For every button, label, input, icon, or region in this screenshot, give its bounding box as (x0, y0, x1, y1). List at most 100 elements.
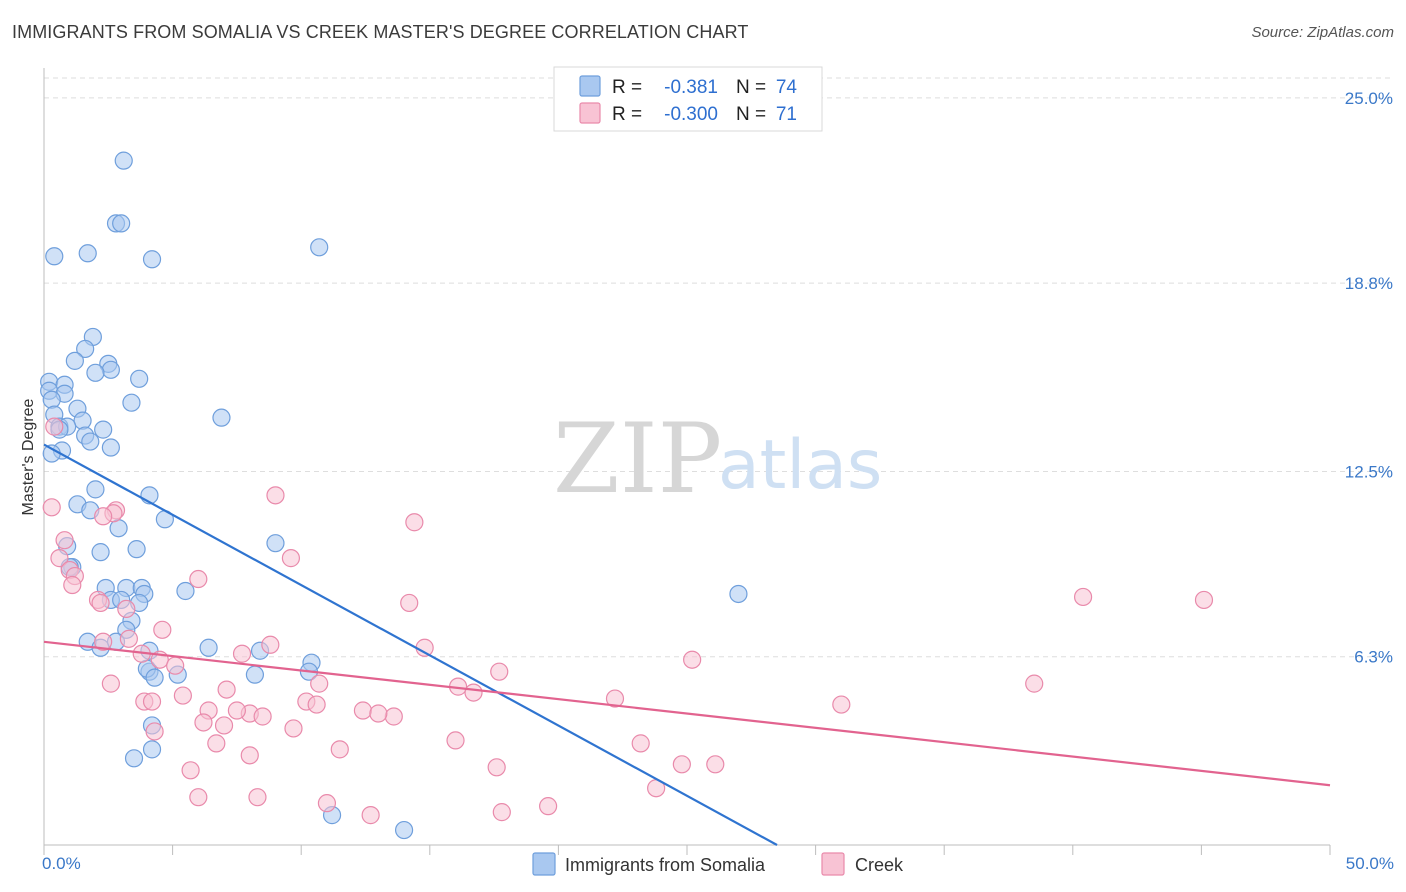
chart-title: IMMIGRANTS FROM SOMALIA VS CREEK MASTER'… (12, 22, 749, 42)
point-creek (281, 549, 301, 568)
trend-line-somalia (43, 443, 778, 846)
point-creek (539, 797, 558, 816)
point-somalia (127, 540, 146, 559)
point-somalia (199, 638, 218, 657)
bottom-legend-label-creek: Creek (855, 855, 904, 875)
point-creek (317, 794, 337, 813)
point-creek (405, 513, 424, 532)
trend-line-creek (43, 640, 1331, 787)
stats-legend: R = -0.381 N = 74 R = -0.300 N = 71 (553, 66, 823, 132)
bottom-legend: Immigrants from Somalia Creek (532, 852, 904, 876)
point-somalia (176, 581, 195, 601)
point-creek (330, 740, 349, 759)
point-somalia (212, 408, 231, 427)
point-creek (214, 716, 234, 735)
point-creek (189, 788, 208, 807)
point-creek (189, 569, 208, 589)
point-creek (706, 755, 725, 774)
point-creek (683, 650, 702, 669)
x-axis-tick-labels: 0.0% 50.0% (42, 854, 1394, 873)
point-somalia (130, 369, 149, 388)
legend-swatch-creek (579, 102, 601, 124)
y-tick-label: 18.8% (1345, 274, 1393, 293)
point-somalia (112, 214, 131, 233)
x-axis-ticks (43, 845, 1331, 855)
point-somalia (122, 393, 141, 412)
point-somalia (94, 420, 113, 439)
point-somalia (245, 665, 265, 684)
point-somalia (266, 534, 285, 553)
point-somalia (86, 363, 105, 382)
point-creek (261, 635, 280, 654)
point-creek (207, 734, 226, 753)
point-creek (50, 549, 69, 568)
point-creek (63, 575, 82, 595)
point-creek (353, 701, 373, 720)
point-somalia (114, 151, 133, 170)
point-creek (605, 689, 625, 708)
legend-n-value-creek: 71 (776, 104, 797, 125)
y-tick-label: 12.5% (1345, 462, 1393, 481)
point-creek (181, 761, 200, 780)
point-somalia (42, 390, 61, 409)
point-creek (490, 662, 509, 681)
point-creek (194, 713, 213, 732)
point-creek (307, 695, 326, 714)
point-somalia (124, 749, 144, 768)
stats-legend-row-somalia: R = -0.381 N = 74 (579, 75, 798, 98)
point-creek (1073, 587, 1093, 607)
bottom-legend-swatch-somalia (532, 852, 556, 876)
point-creek (101, 674, 120, 693)
bottom-legend-label-somalia: Immigrants from Somalia (565, 855, 766, 875)
point-creek (227, 701, 246, 720)
y-axis-title: Master's Degree (20, 398, 37, 515)
point-somalia (394, 820, 414, 840)
point-creek (832, 695, 851, 714)
point-creek (240, 746, 259, 765)
point-creek (400, 593, 419, 613)
point-creek (1194, 590, 1214, 610)
x-tick-label: 0.0% (42, 854, 81, 873)
grid-lines (44, 77, 1392, 658)
point-somalia (81, 432, 100, 451)
watermark-atlas: atlas (718, 426, 882, 505)
point-creek (55, 531, 74, 550)
point-creek (94, 507, 113, 526)
legend-r-label: R = (612, 104, 642, 125)
point-somalia (78, 244, 97, 263)
point-creek (232, 644, 252, 663)
legend-r-value-creek: -0.300 (664, 104, 718, 125)
series-creek-points (42, 417, 1214, 825)
point-creek (631, 734, 650, 753)
point-creek (117, 599, 136, 619)
watermark: ZIP atlas (553, 403, 882, 515)
y-tick-label: 25.0% (1345, 89, 1393, 108)
point-creek (248, 788, 267, 807)
y-axis-tick-labels: 6.3% 12.5% 18.8% 25.0% (1345, 89, 1393, 667)
point-creek (253, 707, 272, 726)
point-creek (446, 731, 465, 750)
source-credit: Source: ZipAtlas.com (1251, 24, 1394, 41)
point-creek (369, 704, 388, 723)
point-creek (1025, 674, 1044, 693)
point-somalia (101, 438, 120, 457)
point-creek (464, 683, 483, 702)
legend-r-label: R = (612, 77, 642, 98)
legend-r-value-somalia: -0.381 (664, 77, 718, 98)
point-creek (492, 803, 511, 822)
legend-n-value-somalia: 74 (776, 77, 798, 98)
point-somalia (142, 740, 162, 759)
x-tick-label: 50.0% (1346, 854, 1394, 873)
point-somalia (101, 360, 120, 379)
trend-lines (43, 443, 1331, 846)
point-creek (487, 758, 506, 777)
point-creek (266, 486, 285, 505)
y-tick-label: 6.3% (1354, 648, 1393, 667)
point-creek (310, 674, 329, 693)
point-somalia (76, 339, 95, 359)
legend-swatch-somalia (579, 75, 601, 97)
point-creek (153, 620, 172, 639)
point-somalia (310, 238, 329, 257)
point-creek (672, 755, 691, 774)
